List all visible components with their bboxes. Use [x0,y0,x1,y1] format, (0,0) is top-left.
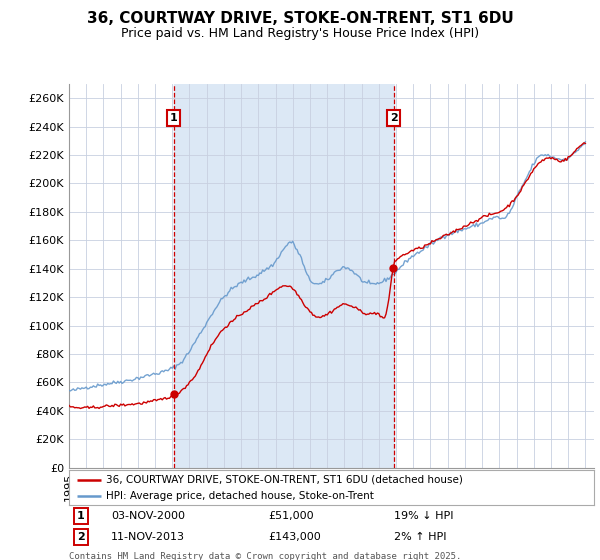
Text: 2: 2 [390,113,398,123]
Text: 36, COURTWAY DRIVE, STOKE-ON-TRENT, ST1 6DU (detached house): 36, COURTWAY DRIVE, STOKE-ON-TRENT, ST1 … [106,475,463,485]
Text: £51,000: £51,000 [269,511,314,521]
Text: 2% ↑ HPI: 2% ↑ HPI [395,533,447,542]
Text: £143,000: £143,000 [269,533,321,542]
Text: 36, COURTWAY DRIVE, STOKE-ON-TRENT, ST1 6DU: 36, COURTWAY DRIVE, STOKE-ON-TRENT, ST1 … [86,11,514,26]
Text: 19% ↓ HPI: 19% ↓ HPI [395,511,454,521]
Text: Price paid vs. HM Land Registry's House Price Index (HPI): Price paid vs. HM Land Registry's House … [121,27,479,40]
Text: Contains HM Land Registry data © Crown copyright and database right 2025.
This d: Contains HM Land Registry data © Crown c… [69,552,461,560]
Text: 1: 1 [77,511,85,521]
Text: 1: 1 [170,113,178,123]
Text: 03-NOV-2000: 03-NOV-2000 [111,511,185,521]
Text: 11-NOV-2013: 11-NOV-2013 [111,533,185,542]
Text: HPI: Average price, detached house, Stoke-on-Trent: HPI: Average price, detached house, Stok… [106,491,374,501]
Text: 2: 2 [77,533,85,542]
Bar [173,84,394,468]
